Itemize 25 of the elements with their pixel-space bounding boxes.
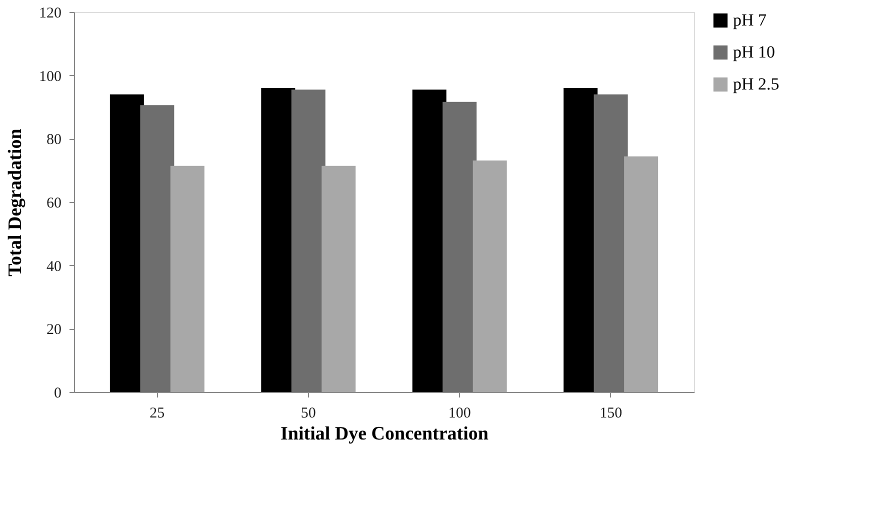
bar bbox=[624, 156, 658, 392]
x-tick-label: 150 bbox=[600, 406, 622, 422]
y-tick-label: 40 bbox=[46, 258, 62, 275]
y-tick-label: 20 bbox=[46, 322, 62, 338]
bar bbox=[322, 166, 356, 392]
bar bbox=[170, 166, 204, 392]
y-tick-label: 100 bbox=[39, 68, 62, 85]
legend-label: pH 7 bbox=[733, 10, 768, 30]
y-axis-title: Total Degradation bbox=[5, 128, 26, 276]
y-tick-label: 0 bbox=[54, 386, 62, 402]
bar bbox=[442, 102, 477, 392]
x-tick-label: 100 bbox=[448, 406, 471, 422]
bar bbox=[472, 160, 507, 392]
y-tick-label: 80 bbox=[46, 132, 62, 148]
x-tick-label: 25 bbox=[150, 406, 165, 422]
x-tick-label: 50 bbox=[300, 406, 316, 422]
y-tick-label: 60 bbox=[46, 196, 62, 212]
x-axis-title: Initial Dye Concentration bbox=[280, 424, 489, 444]
bar bbox=[564, 88, 598, 392]
bar bbox=[140, 105, 174, 392]
legend-label: pH 10 bbox=[733, 42, 776, 62]
y-tick-label: 120 bbox=[39, 6, 62, 22]
bar bbox=[594, 94, 628, 392]
legend-label: pH 2.5 bbox=[733, 74, 780, 94]
bar bbox=[291, 90, 326, 392]
